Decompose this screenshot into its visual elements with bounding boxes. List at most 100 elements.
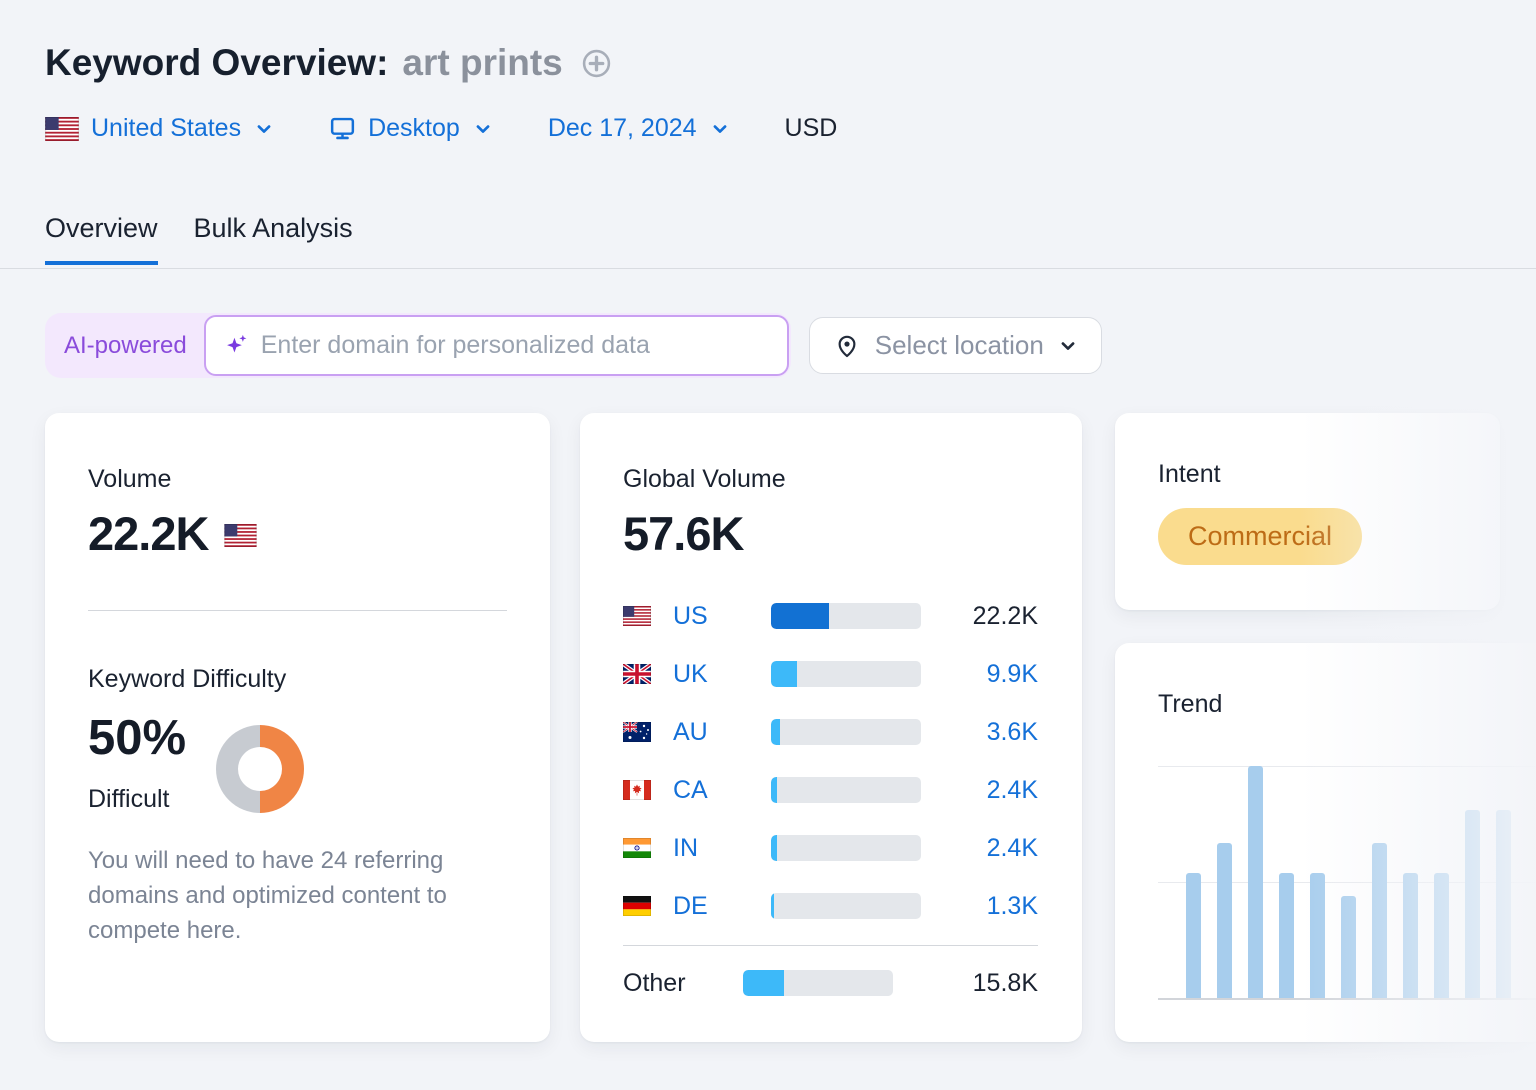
- au-flag-icon: [623, 722, 651, 742]
- country-volume-value[interactable]: 3.6K: [986, 717, 1038, 746]
- intent-badge: Commercial: [1158, 508, 1363, 565]
- sparkles-icon: [224, 333, 249, 358]
- page-title-label: Keyword Overview:: [45, 42, 389, 83]
- country-filter[interactable]: United States: [45, 114, 273, 143]
- country-link[interactable]: UK: [673, 659, 708, 688]
- us-flag-icon: [623, 606, 651, 626]
- select-location-label: Select location: [874, 330, 1044, 360]
- de-flag-icon: [623, 896, 651, 916]
- volume-value: 22.2K: [88, 507, 209, 560]
- select-location-button[interactable]: Select location: [808, 317, 1102, 374]
- trend-bar: [1465, 810, 1480, 998]
- tab-overview[interactable]: Overview: [45, 213, 158, 265]
- ai-powered-pill: AI-powered: [45, 313, 791, 378]
- monitor-icon: [329, 115, 356, 142]
- trend-bar: [1403, 873, 1418, 998]
- other-volume-bar: [743, 970, 893, 996]
- trend-bar: [1341, 896, 1356, 998]
- country-volume-value: 22.2K: [972, 601, 1038, 630]
- card-divider: [623, 945, 1038, 946]
- country-volume-bar: [771, 777, 921, 803]
- volume-label: Volume: [88, 465, 172, 493]
- trend-bar: [1310, 873, 1325, 998]
- trend-bar: [1496, 810, 1511, 998]
- ca-flag-icon: [623, 780, 651, 800]
- keyword-difficulty-label: Keyword Difficulty: [88, 665, 287, 693]
- country-volume-value[interactable]: 9.9K: [986, 659, 1038, 688]
- global-volume-label: Global Volume: [623, 465, 786, 493]
- country-volume-bar: [771, 893, 921, 919]
- other-volume-value: 15.8K: [972, 968, 1038, 997]
- global-volume-row: CA 2.4K: [623, 761, 1038, 819]
- tabs-divider: [0, 268, 1536, 269]
- other-volume-row: Other 15.8K: [623, 954, 1038, 1012]
- difficulty-donut: [216, 725, 304, 813]
- volume-value-row: 22.2K: [88, 506, 258, 561]
- country-volume-bar: [771, 719, 921, 745]
- volume-card: Volume 22.2K Keyword Difficulty 50% Diff…: [45, 413, 550, 1042]
- location-pin-icon: [834, 333, 860, 359]
- us-flag-icon: [224, 524, 258, 547]
- trend-bar: [1434, 873, 1449, 998]
- country-volume-value[interactable]: 1.3K: [986, 891, 1038, 920]
- country-volume-bar: [771, 661, 921, 687]
- global-volume-row: AU 3.6K: [623, 703, 1038, 761]
- filter-bar: United States Desktop Dec 17, 2024 USD: [45, 114, 837, 143]
- us-flag-icon: [45, 116, 79, 141]
- trend-card: Trend: [1115, 643, 1536, 1042]
- chevron-down-icon: [1059, 337, 1077, 355]
- country-link[interactable]: DE: [673, 891, 708, 920]
- page-title-keyword: art prints: [402, 42, 563, 83]
- country-volume-value[interactable]: 2.4K: [986, 833, 1038, 862]
- trend-bar: [1217, 843, 1232, 998]
- intent-label: Intent: [1158, 460, 1221, 488]
- currency-label: USD: [784, 114, 838, 142]
- country-link[interactable]: CA: [673, 775, 708, 804]
- tab-bar: Overview Bulk Analysis: [45, 213, 353, 265]
- global-volume-list: US 22.2K UK 9.9K AU 3.6K CA 2.4K IN 2.4K DE 1.3K: [623, 587, 1038, 935]
- global-volume-row: US 22.2K: [623, 587, 1038, 645]
- domain-input-wrap: [203, 315, 789, 376]
- trend-bar: [1372, 843, 1387, 998]
- trend-baseline: [1158, 998, 1536, 1000]
- country-link[interactable]: AU: [673, 717, 708, 746]
- country-link[interactable]: US: [673, 601, 708, 630]
- ai-powered-label: AI-powered: [64, 331, 187, 359]
- global-volume-row: IN 2.4K: [623, 819, 1038, 877]
- chevron-down-icon: [474, 120, 492, 138]
- trend-bar: [1186, 873, 1201, 998]
- in-flag-icon: [623, 838, 651, 858]
- country-volume-value[interactable]: 2.4K: [986, 775, 1038, 804]
- global-volume-row: UK 9.9K: [623, 645, 1038, 703]
- global-volume-card: Global Volume 57.6K US 22.2K UK 9.9K AU 3.6K C…: [580, 413, 1082, 1042]
- chevron-down-icon: [711, 120, 729, 138]
- trend-label: Trend: [1158, 690, 1223, 718]
- domain-input[interactable]: [260, 331, 769, 360]
- trend-bar: [1248, 766, 1263, 998]
- difficulty-level: Difficult: [88, 785, 170, 813]
- global-volume-footer: Other 15.8K: [623, 940, 1038, 1012]
- other-label: Other: [623, 968, 686, 997]
- country-filter-label: United States: [91, 114, 242, 142]
- chevron-down-icon: [255, 120, 273, 138]
- device-filter-label: Desktop: [368, 114, 460, 142]
- page-title: Keyword Overview: art prints: [45, 42, 612, 84]
- uk-flag-icon: [623, 664, 651, 684]
- date-filter[interactable]: Dec 17, 2024: [548, 114, 729, 143]
- difficulty-description: You will need to have 24 referring domai…: [88, 847, 447, 944]
- country-volume-bar: [771, 603, 921, 629]
- toolbar: AI-powered Select location: [45, 313, 1102, 378]
- global-volume-row: DE 1.3K: [623, 877, 1038, 935]
- difficulty-percent: 50%: [88, 711, 187, 765]
- tab-bulk-analysis[interactable]: Bulk Analysis: [193, 213, 353, 243]
- card-divider: [88, 610, 507, 611]
- country-link[interactable]: IN: [673, 833, 698, 862]
- trend-bars: [1186, 766, 1511, 998]
- country-volume-bar: [771, 835, 921, 861]
- date-filter-label: Dec 17, 2024: [547, 114, 697, 142]
- add-keyword-icon[interactable]: [581, 48, 612, 79]
- global-volume-value: 57.6K: [623, 507, 744, 560]
- device-filter[interactable]: Desktop: [329, 114, 492, 143]
- intent-card: Intent Commercial: [1115, 413, 1500, 610]
